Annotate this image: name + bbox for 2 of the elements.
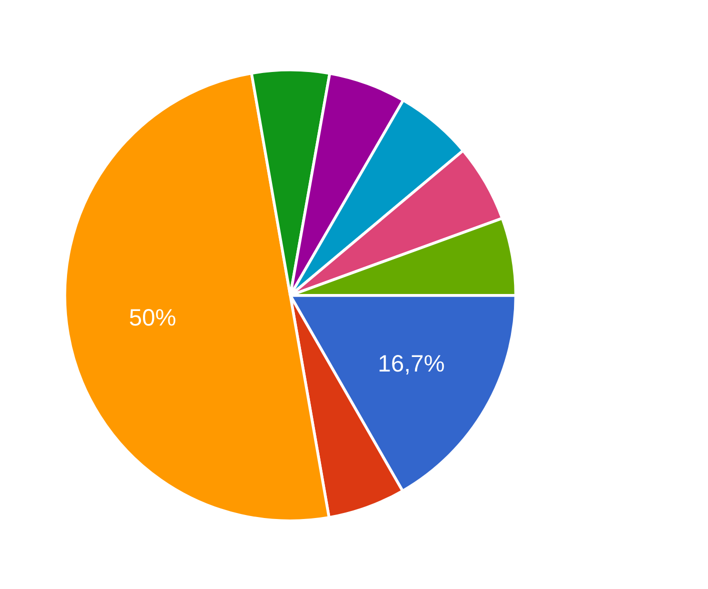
- data-label: 50%: [130, 309, 176, 326]
- data-label: 16,7%: [380, 355, 444, 375]
